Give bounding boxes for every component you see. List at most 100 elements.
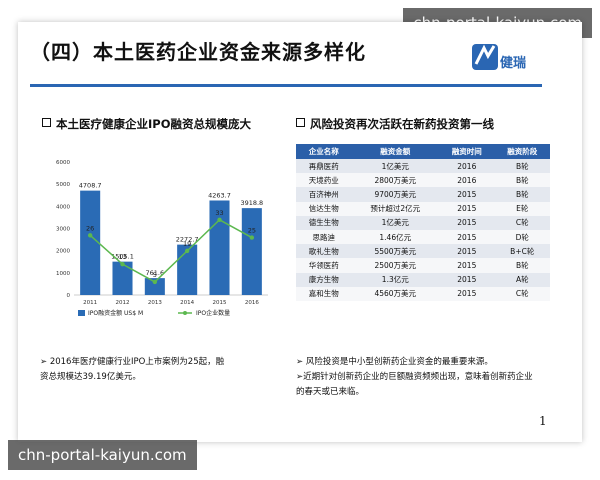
- count-point: [120, 261, 125, 267]
- table-header-cell: 融资金额: [351, 144, 440, 159]
- table-cell: 2015: [439, 187, 495, 202]
- table-cell: 百济神州: [296, 187, 352, 202]
- page-number: 1: [539, 414, 547, 428]
- table-cell: 4560万美元: [351, 286, 440, 301]
- table-cell: 康方生物: [296, 272, 352, 287]
- table-cell: 2016: [439, 159, 495, 174]
- y-tick-label: 1000: [56, 271, 70, 277]
- table-row: 百济神州 9700万美元 2015 B轮: [296, 187, 550, 202]
- table-cell: A轮: [494, 272, 550, 287]
- bar-value-label: 1505.1: [111, 253, 134, 261]
- right-heading-text: 风险投资再次活跃在新药投资第一线: [310, 117, 494, 131]
- table-cell: C轮: [494, 215, 550, 230]
- count-point: [217, 217, 222, 223]
- company-logo: 健瑞: [472, 44, 526, 71]
- table-cell: 5500万美元: [351, 244, 440, 259]
- right-note-line: ➢近期针对创新药企业的巨额融资频频出现，意味着创新药企业: [296, 372, 533, 382]
- count-label: 13: [118, 253, 126, 261]
- bar-value-label: 761.6: [146, 269, 165, 277]
- table-cell: B轮: [494, 187, 550, 202]
- table-cell: 9700万美元: [351, 187, 440, 202]
- watermark-bottom: chn-portal-kaiyun.com: [8, 440, 197, 470]
- left-note-line: 资总规模达39.19亿美元。: [40, 370, 224, 385]
- table-row: 信达生物 预计超过2亿元 2015 E轮: [296, 201, 550, 216]
- count-label: 19: [183, 240, 191, 248]
- count-line: [89, 218, 253, 283]
- table-cell: 德生生物: [296, 215, 352, 230]
- right-note-line-1: 风险投资是中小型创新药企业资金的最重要来源。: [305, 357, 493, 367]
- y-tick-label: 4000: [56, 204, 70, 210]
- table-cell: B轮: [494, 159, 550, 174]
- right-note-line-3: 的春天或已来临。: [296, 387, 365, 397]
- left-heading-text: 本土医疗健康企业IPO融资总规模庞大: [56, 117, 251, 131]
- count-label: 33: [215, 209, 223, 217]
- table-cell: 天境药业: [296, 173, 352, 188]
- page-title: （四）本土医药企业资金来源多样化: [30, 40, 366, 64]
- count-point: [87, 233, 93, 238]
- x-tick-label: 2011: [83, 300, 97, 306]
- bar: [112, 261, 133, 295]
- table-row: 康方生物 1.3亿元 2015 A轮: [296, 272, 550, 287]
- table-cell: 思路迪: [296, 229, 352, 245]
- table-cell: 2015: [439, 244, 495, 259]
- table-cell: 2015: [439, 272, 495, 287]
- table-cell: C轮: [494, 286, 550, 301]
- table-cell: 2015: [439, 229, 495, 245]
- table-cell: 1.46亿元: [351, 229, 440, 245]
- table-row: 德生生物 1亿美元 2015 C轮: [296, 215, 550, 230]
- table-row: 天境药业 2800万美元 2016 B轮: [296, 173, 550, 188]
- table-cell: 2016: [439, 173, 495, 188]
- table-cell: B轮: [494, 173, 550, 188]
- left-note-line-1: 2016年医疗健康行业IPO上市案例为25起，融: [49, 357, 225, 367]
- y-tick-label: 3000: [56, 227, 70, 233]
- table-body: 再鼎医药 1亿美元 2016 B轮 天境药业 2800万美元 2016 B轮 百济神州 9700万…: [296, 159, 550, 301]
- right-note: ➢ 风险投资是中小型创新药企业资金的最重要来源。 ➢近期针对创新药企业的巨额融资…: [296, 355, 533, 400]
- table-header-cell: 融资阶段: [494, 144, 550, 159]
- bar-value-label: 4708.7: [79, 182, 102, 190]
- logo-text: 健瑞: [500, 55, 526, 71]
- count-label: 26: [86, 224, 94, 232]
- table-cell: 歌礼生物: [296, 244, 352, 259]
- bar-value-label: 4263.7: [208, 191, 231, 199]
- square-bullet-icon: [296, 118, 305, 127]
- table-cell: 预计超过2亿元: [351, 201, 440, 216]
- right-section-heading: 风险投资再次活跃在新药投资第一线: [296, 116, 494, 132]
- count-point: [152, 279, 158, 285]
- left-section-heading: 本土医疗健康企业IPO融资总规模庞大: [42, 116, 251, 132]
- table-cell: 2015: [439, 286, 495, 301]
- table-row: 歌礼生物 5500万美元 2015 B+C轮: [296, 244, 550, 259]
- left-note: ➢ 2016年医疗健康行业IPO上市案例为25起，融 资总规模达39.19亿美元…: [40, 355, 224, 385]
- vc-investment-table: 企业名称 融资金额 融资时间 融资阶段 再鼎医药 1亿美元 2016 B轮 天境药业 2800万…: [296, 144, 550, 301]
- y-tick-label: 0: [67, 293, 71, 299]
- right-note-line: ➢ 风险投资是中小型创新药企业资金的最重要来源。: [296, 357, 493, 367]
- legend-bar-swatch: [78, 310, 85, 316]
- left-note-line-2: 资总规模达39.19亿美元。: [40, 372, 141, 382]
- table-cell: D轮: [494, 229, 550, 245]
- ipo-chart: 0 1000 2000 3000 4000 5000 6000 4708.7 2011 1505.…: [56, 160, 268, 317]
- count-label: 25: [248, 227, 256, 235]
- count-label: 5: [153, 271, 157, 279]
- legend-line-marker: [183, 311, 187, 315]
- title-rule: [30, 84, 542, 87]
- table-cell: 华领医药: [296, 258, 352, 273]
- table-row: 思路迪 1.46亿元 2015 D轮: [296, 229, 550, 245]
- table-header-cell: 融资时间: [439, 144, 495, 159]
- x-tick-label: 2016: [245, 300, 259, 306]
- right-note-line: 的春天或已来临。: [296, 385, 533, 400]
- table-cell: 2015: [439, 201, 495, 216]
- y-tick-label: 6000: [56, 160, 70, 166]
- y-tick-label: 2000: [56, 249, 70, 255]
- table-cell: 2015: [439, 215, 495, 230]
- table-cell: B轮: [494, 258, 550, 273]
- table-cell: 1亿美元: [351, 215, 440, 230]
- logo-swoosh: [474, 44, 496, 65]
- table-cell: B+C轮: [494, 244, 550, 259]
- count-point: [249, 235, 255, 240]
- table-cell: 1亿美元: [351, 159, 440, 174]
- bar-value-label: 2272.7: [176, 236, 199, 244]
- legend-line-label: IPO企业数量: [196, 309, 230, 317]
- bar-value-label: 3918.8: [240, 199, 263, 207]
- legend-bar-label: IPO融资金额 US$ M: [88, 309, 143, 317]
- y-tick-label: 5000: [56, 182, 70, 188]
- left-note-line: ➢ 2016年医疗健康行业IPO上市案例为25起，融: [40, 357, 225, 367]
